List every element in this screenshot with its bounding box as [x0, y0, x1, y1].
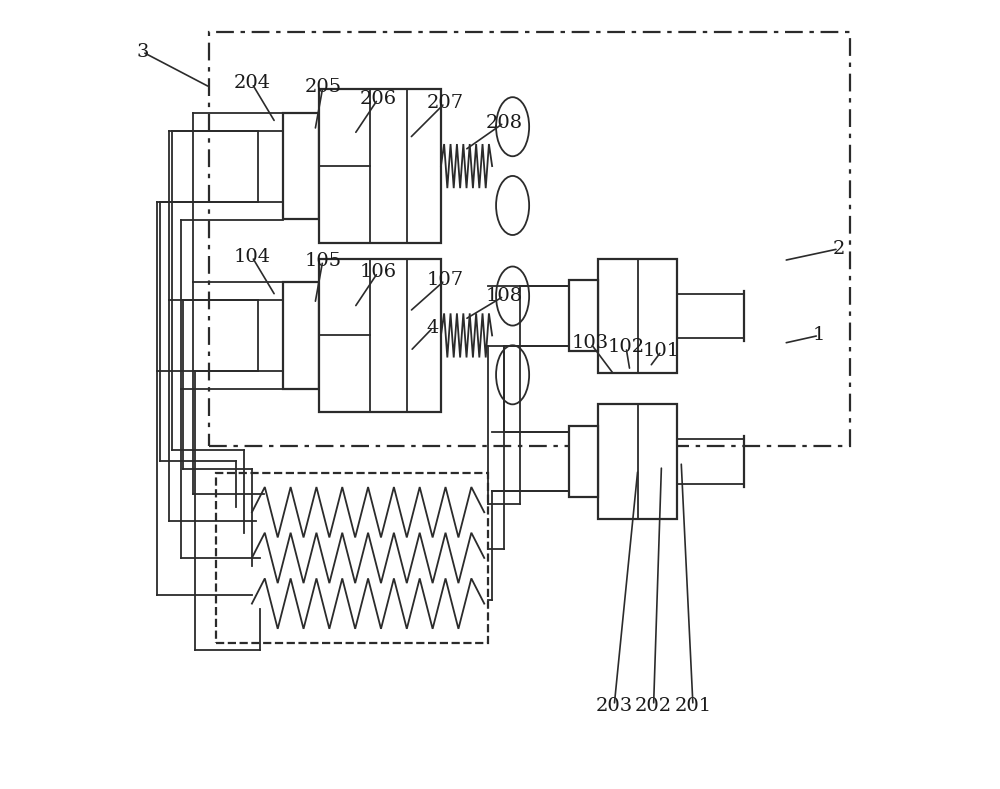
Polygon shape — [283, 113, 319, 219]
Ellipse shape — [496, 176, 529, 235]
Polygon shape — [569, 280, 598, 351]
Text: 104: 104 — [233, 248, 270, 266]
Polygon shape — [598, 259, 677, 373]
Text: 202: 202 — [635, 697, 672, 715]
Text: 201: 201 — [674, 697, 712, 715]
Text: 2: 2 — [832, 240, 845, 258]
Text: 203: 203 — [596, 697, 633, 715]
Text: 107: 107 — [426, 271, 463, 290]
Text: 3: 3 — [136, 43, 149, 61]
Polygon shape — [319, 259, 441, 412]
Text: 106: 106 — [359, 264, 396, 282]
Text: 208: 208 — [485, 114, 523, 132]
Text: 205: 205 — [304, 78, 341, 96]
Text: 4: 4 — [427, 319, 439, 337]
Polygon shape — [319, 89, 441, 243]
Ellipse shape — [496, 267, 529, 326]
Polygon shape — [283, 282, 319, 389]
Text: 103: 103 — [572, 335, 609, 353]
Ellipse shape — [496, 346, 529, 404]
Text: 1: 1 — [813, 327, 825, 345]
Text: 102: 102 — [607, 338, 645, 357]
Polygon shape — [598, 404, 677, 518]
Text: 206: 206 — [359, 90, 396, 108]
Ellipse shape — [496, 97, 529, 156]
Text: 105: 105 — [304, 252, 341, 270]
Polygon shape — [569, 426, 598, 497]
Text: 101: 101 — [643, 342, 680, 361]
Text: 207: 207 — [426, 94, 463, 112]
Text: 204: 204 — [233, 74, 270, 92]
Text: 108: 108 — [485, 287, 523, 305]
